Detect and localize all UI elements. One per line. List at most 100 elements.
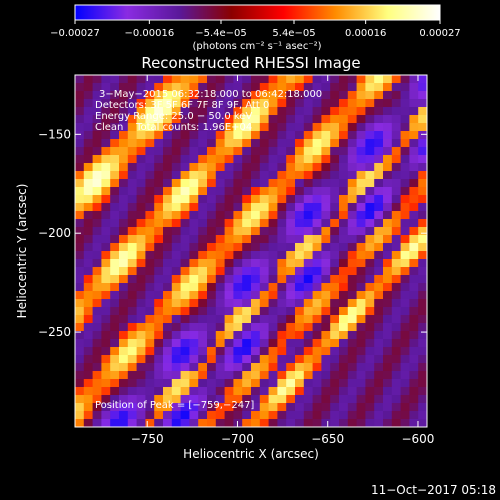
heatmap-cell xyxy=(101,331,111,340)
heatmap-cell xyxy=(391,83,402,92)
heatmap-cell xyxy=(312,339,322,348)
heatmap-cell xyxy=(180,203,190,212)
heatmap-cell xyxy=(242,75,252,84)
heatmap-cell xyxy=(198,123,208,132)
heatmap-cell xyxy=(154,211,164,220)
heatmap-cell xyxy=(303,115,314,124)
heatmap-cell xyxy=(189,275,199,284)
heatmap-cell xyxy=(136,371,146,380)
heatmap-cell xyxy=(224,299,234,308)
heatmap-cell xyxy=(189,123,199,132)
heatmap-cell xyxy=(92,371,102,380)
heatmap-cell xyxy=(418,323,427,332)
heatmap-cell xyxy=(119,235,129,244)
heatmap-cell xyxy=(224,195,234,204)
colorbar-tick-label: −0.00027 xyxy=(50,28,100,39)
heatmap-cell xyxy=(224,243,234,252)
heatmap-cell xyxy=(303,363,314,372)
heatmap-cell xyxy=(101,323,111,332)
heatmap-cell xyxy=(374,315,384,324)
heatmap-cell xyxy=(409,267,419,276)
heatmap-cell xyxy=(383,299,393,308)
heatmap-cell xyxy=(339,411,349,420)
heatmap-cell xyxy=(295,283,305,292)
heatmap-cell xyxy=(233,379,243,388)
heatmap-cell xyxy=(83,339,94,348)
heatmap-cell xyxy=(83,123,94,132)
heatmap-cell xyxy=(242,363,252,372)
heatmap-cell xyxy=(110,275,120,284)
heatmap-cell xyxy=(251,187,261,196)
heatmap-cell xyxy=(127,323,138,332)
heatmap-cell xyxy=(92,339,102,348)
heatmap-cell xyxy=(321,123,331,132)
heatmap-cell xyxy=(101,403,111,412)
heatmap-cell xyxy=(277,371,287,380)
heatmap-cell xyxy=(163,323,173,332)
heatmap-cell xyxy=(83,299,94,308)
heatmap-cell xyxy=(251,363,261,372)
annotation-energy-range: Energy Range: 25.0 − 50.0 keV xyxy=(95,111,252,122)
heatmap-cell xyxy=(400,251,410,260)
heatmap-cell xyxy=(295,307,305,316)
heatmap-cell xyxy=(400,355,410,364)
heatmap-cell xyxy=(136,123,146,132)
heatmap-cell xyxy=(154,147,164,156)
heatmap-cell xyxy=(92,347,102,356)
heatmap-cell xyxy=(251,179,261,188)
heatmap-cell xyxy=(277,363,287,372)
heatmap-cell xyxy=(259,347,270,356)
heatmap-cell xyxy=(207,419,217,427)
heatmap-cell xyxy=(189,347,199,356)
heatmap-cell xyxy=(110,227,120,236)
heatmap-cell xyxy=(145,355,155,364)
heatmap-cell xyxy=(242,251,252,260)
heatmap-cell xyxy=(365,411,375,420)
annotation-peak-position: Position of Peak = [−759,−247] xyxy=(95,400,254,411)
heatmap-cell xyxy=(365,155,375,164)
heatmap-cell xyxy=(127,83,138,92)
heatmap-cell xyxy=(136,275,146,284)
heatmap-cell xyxy=(163,251,173,260)
heatmap-cell xyxy=(215,291,226,300)
heatmap-cell xyxy=(163,379,173,388)
heatmap-cell xyxy=(303,251,314,260)
heatmap-cell xyxy=(207,251,217,260)
heatmap-cell xyxy=(110,235,120,244)
heatmap-cell xyxy=(409,403,419,412)
x-tick-label: −600 xyxy=(401,432,434,446)
heatmap-cell xyxy=(154,403,164,412)
heatmap-cell xyxy=(409,203,419,212)
heatmap-cell xyxy=(224,75,234,84)
heatmap-cell xyxy=(207,275,217,284)
heatmap-cell xyxy=(110,307,120,316)
heatmap-cell xyxy=(110,339,120,348)
heatmap-cell xyxy=(312,371,322,380)
heatmap-cell xyxy=(198,131,208,140)
heatmap-cell xyxy=(215,355,226,364)
heatmap-cell xyxy=(330,171,340,180)
heatmap-cell xyxy=(251,203,261,212)
heatmap-cell xyxy=(356,355,366,364)
heatmap-cell xyxy=(391,395,402,404)
heatmap-cell xyxy=(356,75,366,84)
heatmap-cell xyxy=(127,275,138,284)
heatmap-cell xyxy=(189,163,199,172)
heatmap-cell xyxy=(233,307,243,316)
heatmap-cell xyxy=(163,91,173,100)
heatmap-cell xyxy=(383,83,393,92)
heatmap-cell xyxy=(83,243,94,252)
heatmap-cell xyxy=(92,195,102,204)
heatmap-cell xyxy=(92,131,102,140)
heatmap-cell xyxy=(374,387,384,396)
heatmap-cell xyxy=(409,171,419,180)
heatmap-cell xyxy=(259,259,270,268)
heatmap-cell xyxy=(171,235,182,244)
heatmap-cell xyxy=(119,211,129,220)
heatmap-cell xyxy=(145,283,155,292)
heatmap-cell xyxy=(259,363,270,372)
heatmap-cell xyxy=(339,299,349,308)
heatmap-cell xyxy=(409,155,419,164)
heatmap-cell xyxy=(215,123,226,132)
heatmap-cell xyxy=(286,131,296,140)
